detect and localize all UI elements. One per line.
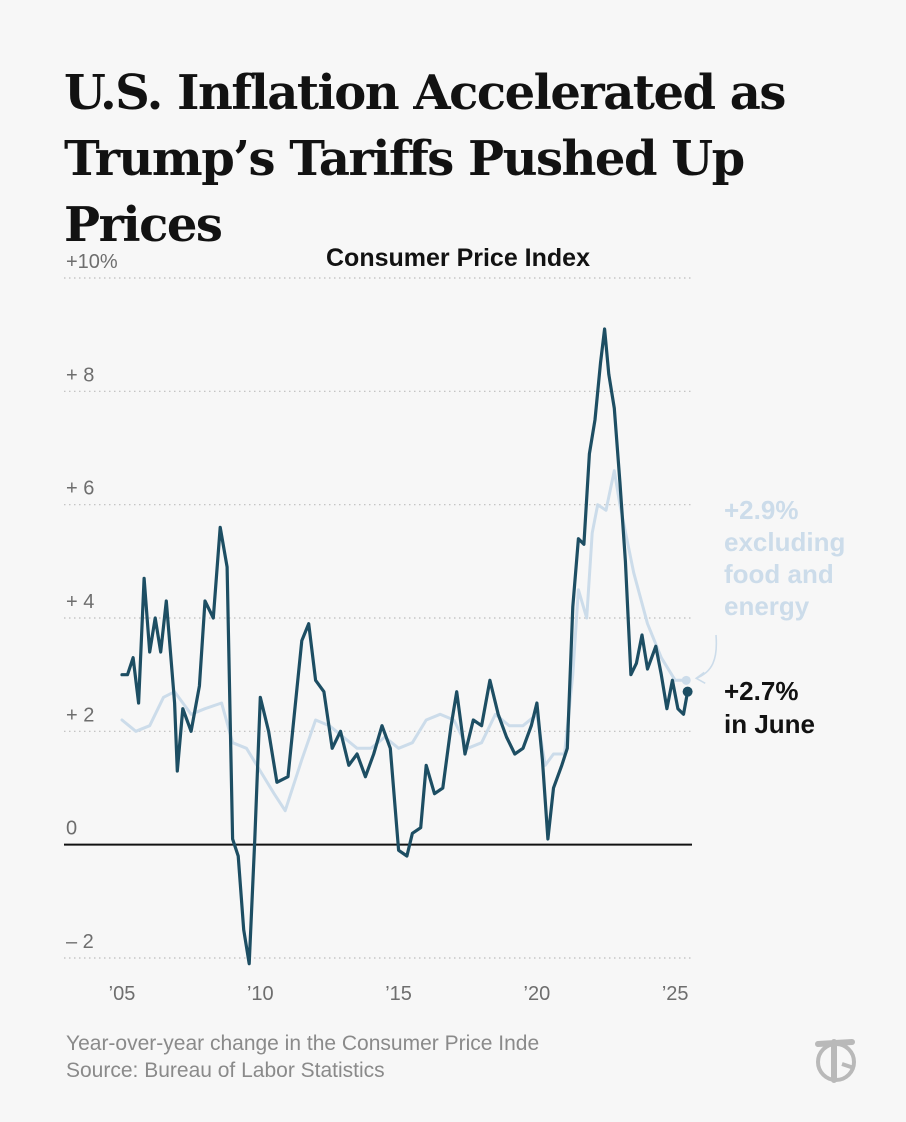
x-tick-label: ’15 [385,983,412,1005]
x-tick-label: ’20 [524,983,551,1005]
y-tick-label: + 6 [66,478,94,500]
x-tick-labels: ’05 ’10 ’15 ’20 ’25 [109,983,689,1005]
footer-source: Source: Bureau of Labor Statistics [66,1059,385,1082]
y-tick-label: 0 [66,818,77,840]
headline-end-dot [682,686,693,697]
y-tick-label: + 8 [66,364,94,386]
core-annotation-line: +2.9% [724,495,798,525]
nyt-logo-icon [815,1039,856,1083]
headline-annotation-line: +2.7% [724,676,798,706]
y-tick-label: + 2 [66,704,94,726]
core-annotation-line: excluding [724,527,845,557]
y-tick-label: – 2 [66,931,94,953]
x-tick-label: ’10 [247,983,274,1005]
core-annotation-line: energy [724,591,810,621]
y-tick-label: +10% [66,251,118,273]
headline: U.S. Inflation Accelerated as Trump’s Ta… [64,65,786,253]
core-cpi-line [120,469,688,813]
y-tick-label: + 4 [66,591,94,613]
core-leader-arrow [695,634,718,680]
core-annotation-line: food and [724,559,834,589]
chart-footer: Year-over-year change in the Consumer Pr… [66,1030,539,1084]
core-end-dot [681,675,691,685]
y-tick-labels: +10% + 8 + 6 + 4 + 2 0 – 2 [66,251,118,953]
x-tick-label: ’05 [109,983,136,1005]
chart-title: Consumer Price Index [326,244,590,272]
series-layer [120,327,693,966]
core-leader-arrowhead [694,671,706,685]
headline-annotation-line: in June [724,709,815,739]
headline-cpi-line [120,327,690,966]
footer-note: Year-over-year change in the Consumer Pr… [66,1032,540,1055]
x-tick-label: ’25 [662,983,689,1005]
